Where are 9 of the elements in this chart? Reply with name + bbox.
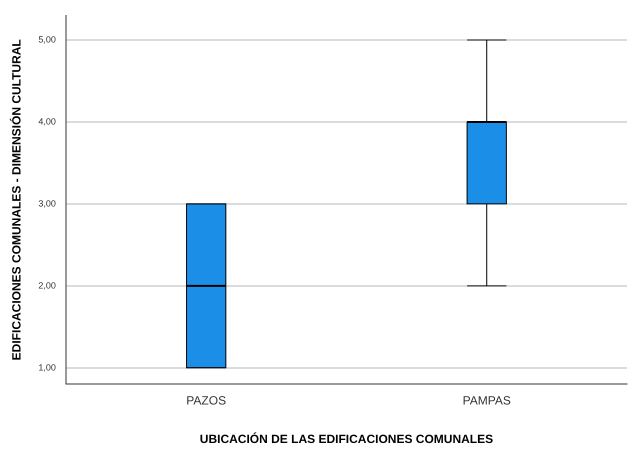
y-tick-label: 3,00 (38, 198, 56, 208)
y-tick-label: 1,00 (38, 362, 56, 372)
x-tick-label: PAZOS (186, 394, 226, 408)
y-axis-title: EDIFICACIONES COMUNALES - DIMENSIÓN CULTURAL (10, 39, 24, 360)
y-tick-label: 2,00 (38, 280, 56, 290)
y-tick-label: 4,00 (38, 116, 56, 126)
y-tick-label: 5,00 (38, 34, 56, 44)
x-tick-label: PAMPAS (462, 394, 511, 408)
x-axis-title: UBICACIÓN DE LAS EDIFICACIONES COMUNALES (200, 432, 494, 446)
